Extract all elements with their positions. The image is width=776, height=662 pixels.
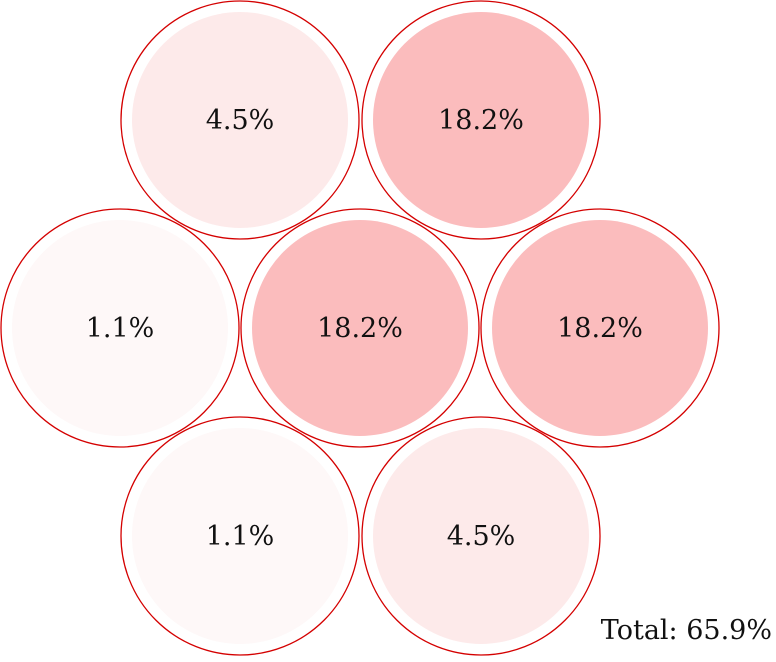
cell-middle-right: 18.2%	[480, 208, 720, 448]
cell-fill	[373, 12, 589, 228]
cell-value-label: 4.5%	[447, 521, 516, 552]
total-label: Total: 65.9%	[601, 615, 772, 646]
cell-middle-left: 1.1%	[0, 208, 240, 448]
cell-fill	[492, 220, 708, 436]
cell-value-label: 1.1%	[206, 521, 275, 552]
cell-value-label: 1.1%	[86, 313, 155, 344]
cell-fill	[12, 220, 228, 436]
cell-top-right: 18.2%	[361, 0, 601, 240]
cell-top-left: 4.5%	[120, 0, 360, 240]
cell-value-label: 4.5%	[206, 105, 275, 136]
cell-fill	[132, 12, 348, 228]
cell-bottom-left: 1.1%	[120, 416, 360, 656]
cell-value-label: 18.2%	[317, 313, 403, 344]
cell-value-label: 18.2%	[438, 105, 524, 136]
cell-center: 18.2%	[240, 208, 480, 448]
cell-value-label: 18.2%	[557, 313, 643, 344]
cell-fill	[252, 220, 468, 436]
cell-bottom-right: 4.5%	[361, 416, 601, 656]
cell-fill	[373, 428, 589, 644]
cells-layer: 4.5% 18.2% 1.1% 18.2% 18.2% 1.1% 4.5%	[0, 0, 720, 656]
cell-fill	[132, 428, 348, 644]
